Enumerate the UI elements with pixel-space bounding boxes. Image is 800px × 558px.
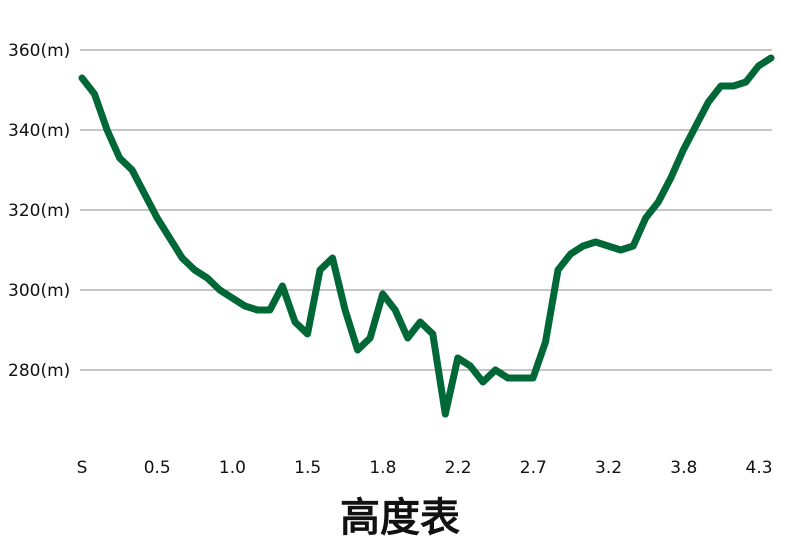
y-tick-label: 280(m) bbox=[8, 361, 70, 381]
series-group bbox=[78, 54, 775, 418]
x-tick-label: 0.5 bbox=[144, 458, 171, 478]
x-axis-tick-labels: S 0.5 1.0 1.5 1.8 2.2 2.7 3.2 3.8 4.3 bbox=[77, 458, 773, 478]
chart-title: 高度表 bbox=[340, 495, 460, 541]
x-tick-label: 1.0 bbox=[219, 458, 246, 478]
gridlines bbox=[80, 49, 772, 371]
elevation-line bbox=[78, 54, 775, 418]
y-tick-label: 300(m) bbox=[8, 281, 70, 301]
y-tick-label: 320(m) bbox=[8, 201, 70, 221]
y-tick-label: 340(m) bbox=[8, 121, 70, 141]
x-tick-label: S bbox=[77, 458, 88, 478]
x-tick-label: 1.8 bbox=[369, 458, 396, 478]
x-tick-label: 1.5 bbox=[294, 458, 321, 478]
x-tick-label: 3.8 bbox=[670, 458, 697, 478]
x-tick-label: 3.2 bbox=[595, 458, 622, 478]
y-axis-tick-labels: 280(m) 300(m) 320(m) 340(m) 360(m) bbox=[8, 41, 70, 381]
x-tick-label: 2.7 bbox=[520, 458, 547, 478]
x-tick-label: 2.2 bbox=[445, 458, 472, 478]
x-tick-label: 4.3 bbox=[745, 458, 772, 478]
y-tick-label: 360(m) bbox=[8, 41, 70, 61]
